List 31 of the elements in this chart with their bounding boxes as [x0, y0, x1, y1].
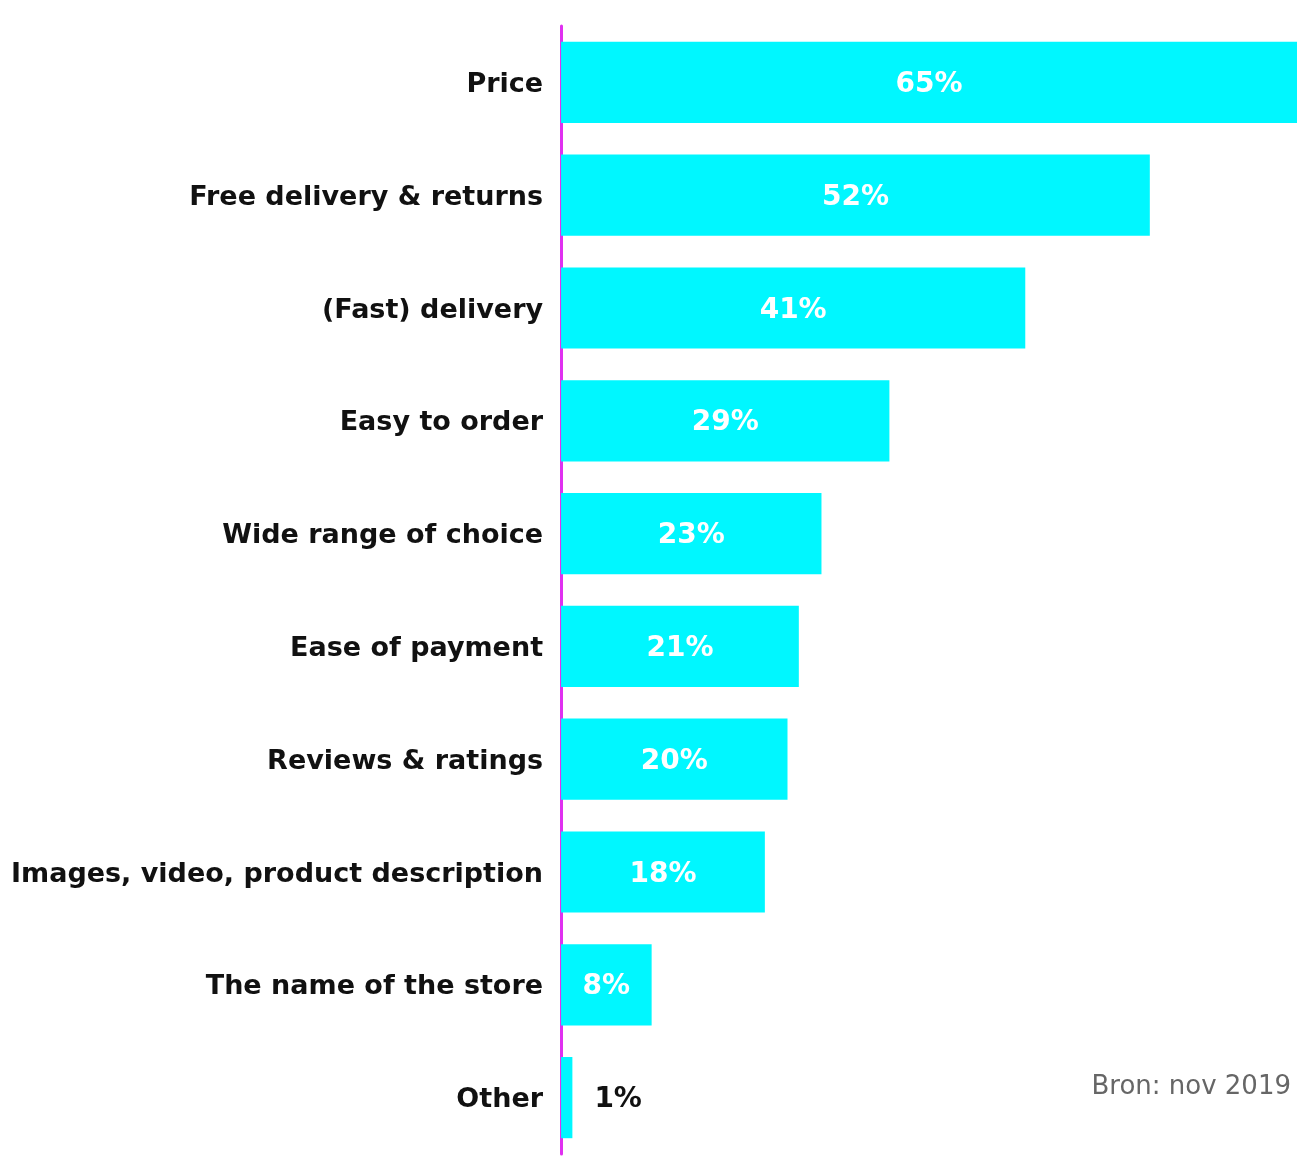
y-tick-label: Price	[466, 66, 544, 98]
y-tick-label: Other	[456, 1082, 544, 1114]
data-label: 41%	[759, 291, 827, 325]
y-tick-label: Images, video, product description	[10, 856, 544, 888]
data-label: 52%	[821, 178, 889, 212]
data-label: 18%	[629, 855, 697, 889]
bar	[561, 41, 1297, 124]
bar	[561, 492, 822, 575]
y-tick-label: The name of the store	[205, 969, 544, 1001]
y-tick-label: Free delivery & returns	[189, 179, 544, 211]
bar	[561, 380, 890, 462]
bar	[561, 154, 1150, 236]
bar	[561, 831, 765, 913]
data-label: 65%	[895, 65, 963, 99]
bar	[561, 1056, 573, 1139]
y-tick-label: Wide range of choice	[222, 518, 544, 550]
data-label: 29%	[691, 404, 759, 438]
bar	[561, 944, 652, 1026]
data-label: 21%	[646, 629, 714, 663]
y-tick-label: Reviews & ratings	[267, 743, 544, 775]
annotation: Bron: nov 2019	[1091, 1070, 1292, 1100]
bar	[561, 718, 788, 800]
data-label: 23%	[657, 517, 725, 551]
data-label: 8%	[582, 968, 631, 1002]
y-tick-label: (Fast) delivery	[321, 292, 544, 324]
y-tick-label: Easy to order	[339, 405, 544, 437]
data-label: 20%	[640, 742, 708, 776]
bar	[561, 605, 799, 688]
bar	[561, 267, 1026, 349]
data-label: 1%	[594, 1081, 642, 1115]
y-tick-label: Ease of payment	[290, 630, 544, 662]
